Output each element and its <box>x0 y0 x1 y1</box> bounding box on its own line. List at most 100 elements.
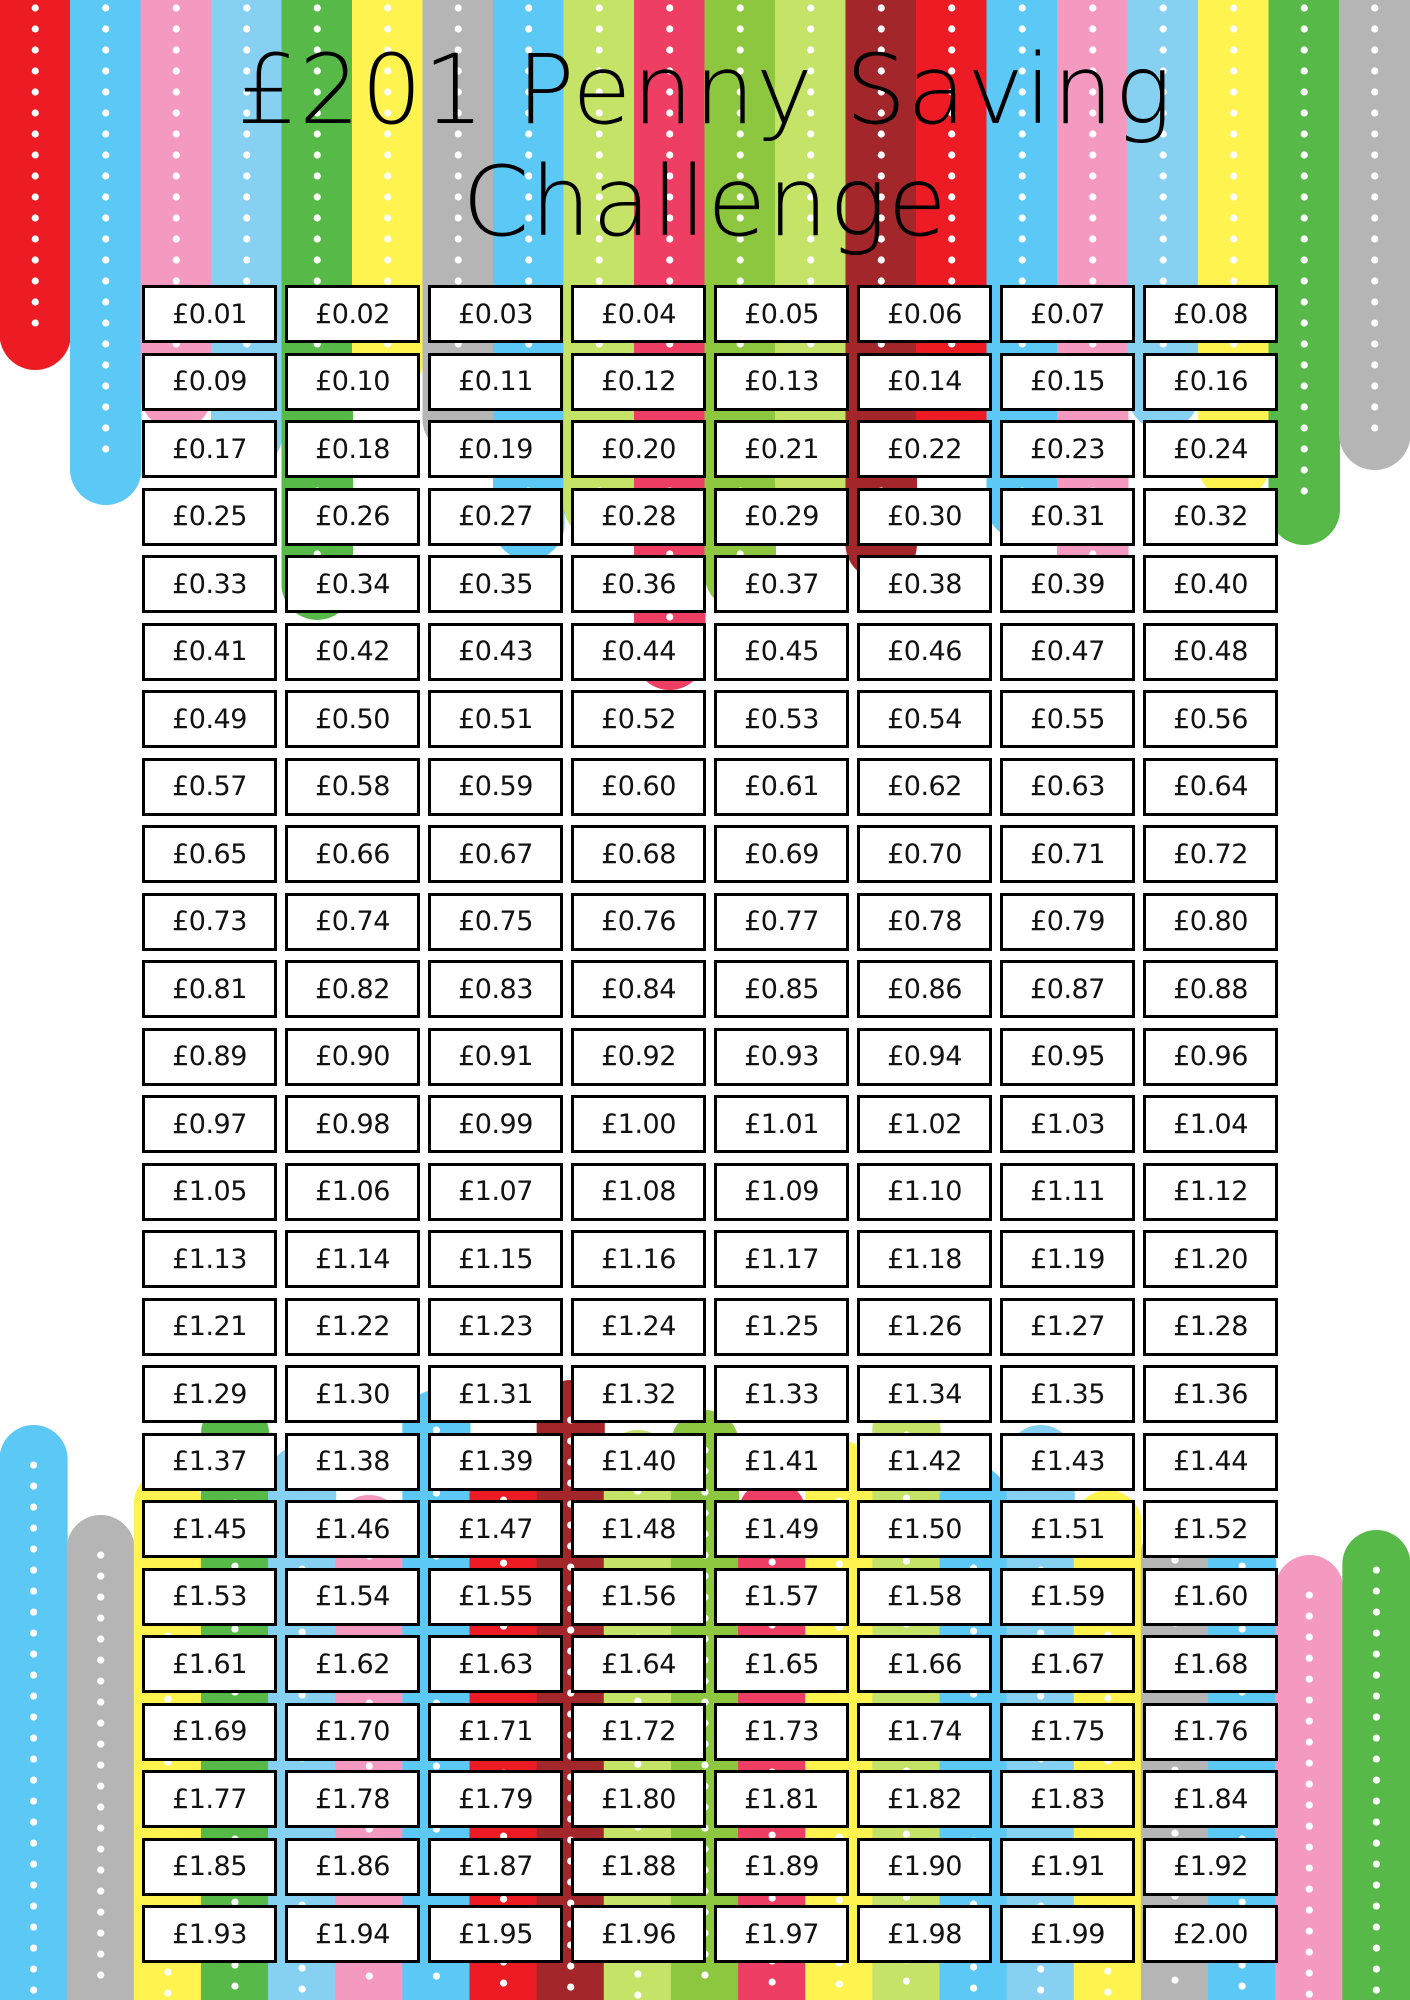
amount-box[interactable]: £1.73 <box>714 1702 849 1761</box>
amount-box[interactable]: £0.03 <box>428 285 563 343</box>
amount-box[interactable]: £1.66 <box>857 1635 992 1693</box>
amount-box[interactable]: £1.99 <box>1000 1905 1135 1963</box>
amount-box[interactable]: £0.21 <box>714 420 849 478</box>
amount-box[interactable]: £1.89 <box>714 1837 849 1896</box>
amount-box[interactable]: £1.27 <box>1000 1297 1135 1356</box>
amount-box[interactable]: £1.35 <box>1000 1365 1135 1423</box>
amount-box[interactable]: £0.02 <box>285 285 420 343</box>
amount-box[interactable]: £0.76 <box>571 892 706 951</box>
amount-box[interactable]: £1.41 <box>714 1432 849 1491</box>
amount-box[interactable]: £0.60 <box>571 757 706 816</box>
amount-box[interactable]: £0.11 <box>428 352 563 411</box>
amount-box[interactable]: £1.51 <box>1000 1500 1135 1558</box>
amount-box[interactable]: £1.01 <box>714 1095 849 1153</box>
amount-box[interactable]: £1.31 <box>428 1365 563 1423</box>
amount-box[interactable]: £1.74 <box>857 1702 992 1761</box>
amount-box[interactable]: £1.61 <box>142 1635 277 1693</box>
amount-box[interactable]: £0.57 <box>142 757 277 816</box>
amount-box[interactable]: £0.27 <box>428 487 563 546</box>
amount-box[interactable]: £1.82 <box>857 1770 992 1828</box>
amount-box[interactable]: £0.86 <box>857 960 992 1018</box>
amount-box[interactable]: £1.17 <box>714 1230 849 1288</box>
amount-box[interactable]: £1.05 <box>142 1162 277 1221</box>
amount-box[interactable]: £1.95 <box>428 1905 563 1963</box>
amount-box[interactable]: £0.99 <box>428 1095 563 1153</box>
amount-box[interactable]: £1.55 <box>428 1567 563 1626</box>
amount-box[interactable]: £0.51 <box>428 690 563 748</box>
amount-box[interactable]: £0.73 <box>142 892 277 951</box>
amount-box[interactable]: £1.58 <box>857 1567 992 1626</box>
amount-box[interactable]: £0.01 <box>142 285 277 343</box>
amount-box[interactable]: £1.67 <box>1000 1635 1135 1693</box>
amount-box[interactable]: £1.77 <box>142 1770 277 1828</box>
amount-box[interactable]: £0.83 <box>428 960 563 1018</box>
amount-box[interactable]: £0.56 <box>1143 690 1278 748</box>
amount-box[interactable]: £1.64 <box>571 1635 706 1693</box>
amount-box[interactable]: £1.68 <box>1143 1635 1278 1693</box>
amount-box[interactable]: £1.02 <box>857 1095 992 1153</box>
amount-box[interactable]: £0.15 <box>1000 352 1135 411</box>
amount-box[interactable]: £0.66 <box>285 825 420 883</box>
amount-box[interactable]: £1.47 <box>428 1500 563 1558</box>
amount-box[interactable]: £0.52 <box>571 690 706 748</box>
amount-box[interactable]: £0.08 <box>1143 285 1278 343</box>
amount-box[interactable]: £0.22 <box>857 420 992 478</box>
amount-box[interactable]: £1.63 <box>428 1635 563 1693</box>
amount-box[interactable]: £0.04 <box>571 285 706 343</box>
amount-box[interactable]: £0.63 <box>1000 757 1135 816</box>
amount-box[interactable]: £1.94 <box>285 1905 420 1963</box>
amount-box[interactable]: £0.78 <box>857 892 992 951</box>
amount-box[interactable]: £0.82 <box>285 960 420 1018</box>
amount-box[interactable]: £0.30 <box>857 487 992 546</box>
amount-box[interactable]: £0.36 <box>571 555 706 613</box>
amount-box[interactable]: £0.28 <box>571 487 706 546</box>
amount-box[interactable]: £1.48 <box>571 1500 706 1558</box>
amount-box[interactable]: £1.03 <box>1000 1095 1135 1153</box>
amount-box[interactable]: £0.45 <box>714 622 849 681</box>
amount-box[interactable]: £0.23 <box>1000 420 1135 478</box>
amount-box[interactable]: £0.41 <box>142 622 277 681</box>
amount-box[interactable]: £1.44 <box>1143 1432 1278 1491</box>
amount-box[interactable]: £1.54 <box>285 1567 420 1626</box>
amount-box[interactable]: £1.36 <box>1143 1365 1278 1423</box>
amount-box[interactable]: £0.13 <box>714 352 849 411</box>
amount-box[interactable]: £0.71 <box>1000 825 1135 883</box>
amount-box[interactable]: £1.39 <box>428 1432 563 1491</box>
amount-box[interactable]: £0.40 <box>1143 555 1278 613</box>
amount-box[interactable]: £1.22 <box>285 1297 420 1356</box>
amount-box[interactable]: £0.12 <box>571 352 706 411</box>
amount-box[interactable]: £0.18 <box>285 420 420 478</box>
amount-box[interactable]: £1.42 <box>857 1432 992 1491</box>
amount-box[interactable]: £0.72 <box>1143 825 1278 883</box>
amount-box[interactable]: £1.81 <box>714 1770 849 1828</box>
amount-box[interactable]: £0.17 <box>142 420 277 478</box>
amount-box[interactable]: £0.81 <box>142 960 277 1018</box>
amount-box[interactable]: £1.62 <box>285 1635 420 1693</box>
amount-box[interactable]: £0.97 <box>142 1095 277 1153</box>
amount-box[interactable]: £0.39 <box>1000 555 1135 613</box>
amount-box[interactable]: £0.19 <box>428 420 563 478</box>
amount-box[interactable]: £0.79 <box>1000 892 1135 951</box>
amount-box[interactable]: £0.35 <box>428 555 563 613</box>
amount-box[interactable]: £0.89 <box>142 1027 277 1086</box>
amount-box[interactable]: £1.43 <box>1000 1432 1135 1491</box>
amount-box[interactable]: £0.64 <box>1143 757 1278 816</box>
amount-box[interactable]: £1.15 <box>428 1230 563 1288</box>
amount-box[interactable]: £1.56 <box>571 1567 706 1626</box>
amount-box[interactable]: £0.31 <box>1000 487 1135 546</box>
amount-box[interactable]: £1.53 <box>142 1567 277 1626</box>
amount-box[interactable]: £0.33 <box>142 555 277 613</box>
amount-box[interactable]: £0.58 <box>285 757 420 816</box>
amount-box[interactable]: £1.59 <box>1000 1567 1135 1626</box>
amount-box[interactable]: £1.04 <box>1143 1095 1278 1153</box>
amount-box[interactable]: £1.50 <box>857 1500 992 1558</box>
amount-box[interactable]: £0.48 <box>1143 622 1278 681</box>
amount-box[interactable]: £1.12 <box>1143 1162 1278 1221</box>
amount-box[interactable]: £1.78 <box>285 1770 420 1828</box>
amount-box[interactable]: £0.26 <box>285 487 420 546</box>
amount-box[interactable]: £1.40 <box>571 1432 706 1491</box>
amount-box[interactable]: £0.25 <box>142 487 277 546</box>
amount-box[interactable]: £1.20 <box>1143 1230 1278 1288</box>
amount-box[interactable]: £0.65 <box>142 825 277 883</box>
amount-box[interactable]: £1.69 <box>142 1702 277 1761</box>
